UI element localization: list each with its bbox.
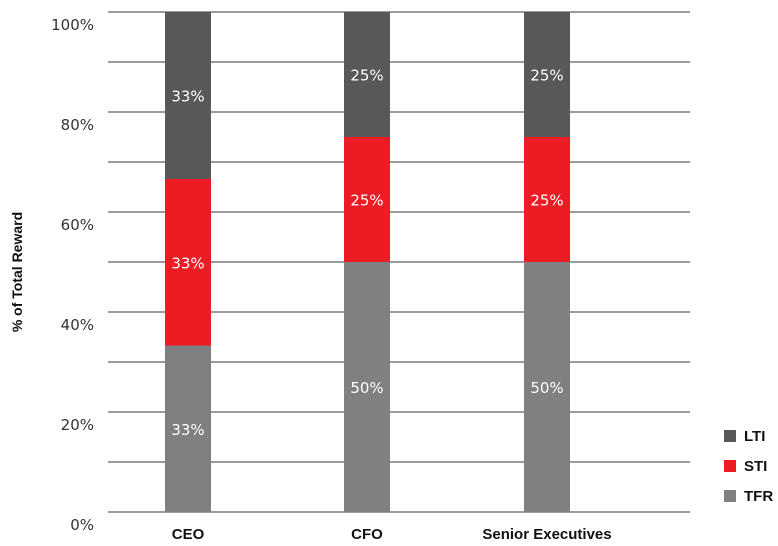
data-label: 25% [530,67,563,85]
bar-sti-ceo [165,179,211,346]
y-axis-title: % of Total Reward [9,212,25,332]
x-category-label: CEO [172,526,205,543]
bar-lti-senior-executives [524,12,570,137]
data-label: 50% [530,379,563,397]
x-category-label: Senior Executives [482,526,611,543]
bar-lti-cfo [344,12,390,137]
data-label: 33% [171,254,204,272]
x-category-label: CFO [351,526,383,543]
legend-swatch-tfr [724,490,736,502]
bar-lti-ceo [165,12,211,179]
y-tick-label: 100% [51,16,94,34]
data-label: 25% [350,192,383,210]
bar-tfr-ceo [165,345,211,512]
y-tick-label: 0% [70,516,94,534]
legend-label-lti: LTI [744,428,765,445]
legend: LTI STI TFR [724,428,773,505]
data-label: 50% [350,379,383,397]
data-label: 25% [350,67,383,85]
bar-sti-cfo [344,137,390,262]
data-label: 33% [171,88,204,106]
legend-swatch-sti [724,460,736,472]
bar-sti-senior-executives [524,137,570,262]
bar-tfr-senior-executives [524,262,570,512]
bars: 33% 33% 33% 50% 25% 25% 50% 25% 25% [165,12,570,512]
y-tick-label: 20% [61,416,94,434]
legend-swatch-lti [724,430,736,442]
legend-label-sti: STI [744,458,767,475]
legend-label-tfr: TFR [744,488,773,505]
y-axis-ticks: 0% 20% 40% 60% 80% 100% [51,16,94,534]
y-tick-label: 40% [61,316,94,334]
bar-tfr-cfo [344,262,390,512]
x-axis-categories: CEO CFO Senior Executives [172,526,612,543]
data-label: 33% [171,421,204,439]
data-label: 25% [530,192,563,210]
y-tick-label: 80% [61,116,94,134]
y-tick-label: 60% [61,216,94,234]
